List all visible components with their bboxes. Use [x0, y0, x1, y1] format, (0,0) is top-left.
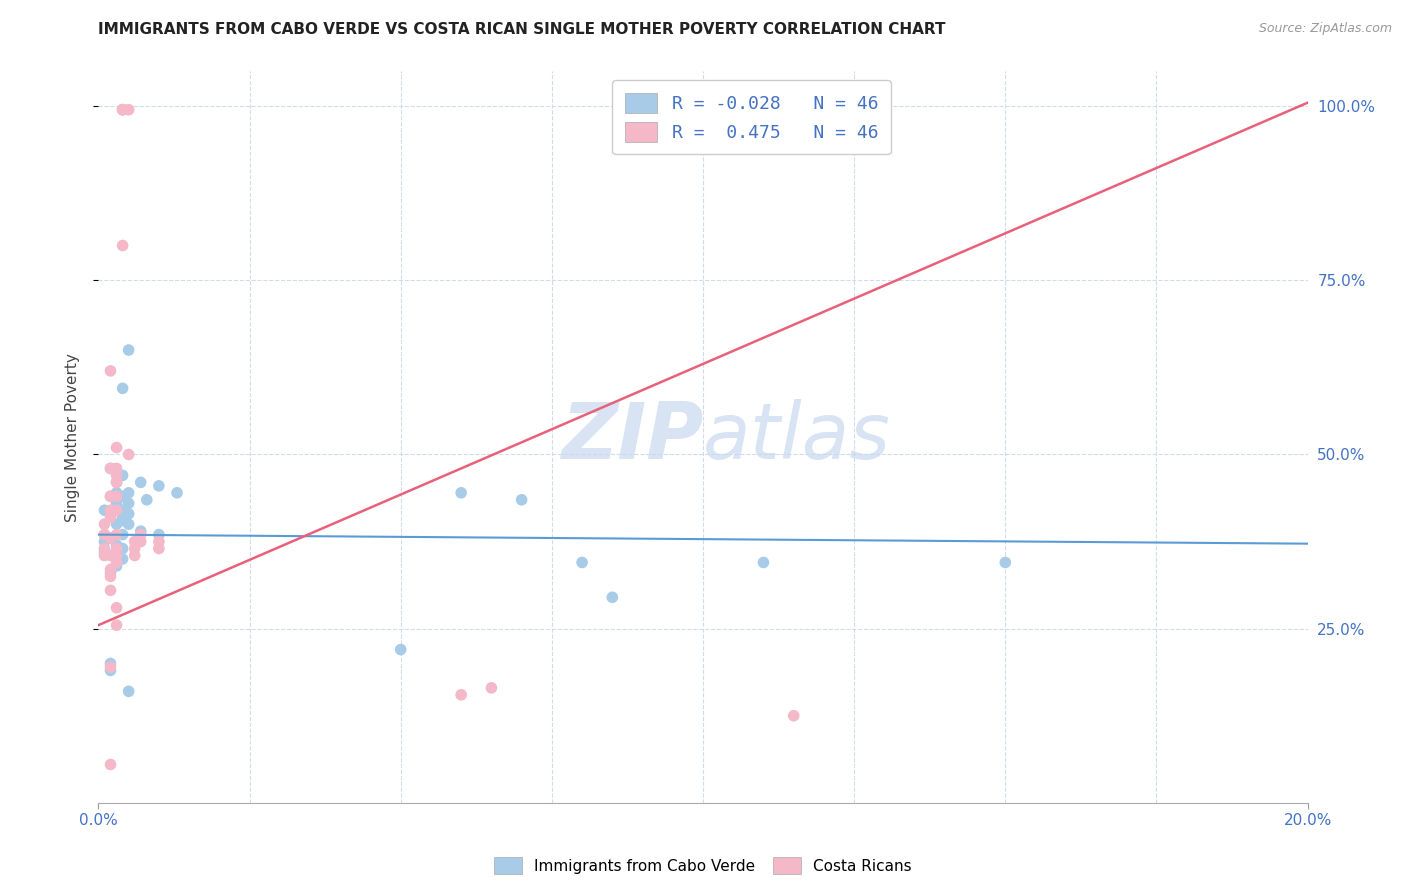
Point — [148, 479, 170, 493]
Point — [105, 600, 128, 615]
Point — [481, 681, 503, 695]
Point — [100, 461, 122, 475]
Point — [148, 541, 170, 556]
Point — [124, 534, 146, 549]
Point — [111, 103, 134, 117]
Point — [100, 660, 122, 674]
Point — [166, 485, 188, 500]
Point — [571, 556, 593, 570]
Point — [118, 103, 141, 117]
Point — [118, 448, 141, 462]
Point — [111, 503, 134, 517]
Point — [105, 618, 128, 632]
Point — [450, 688, 472, 702]
Point — [105, 489, 128, 503]
Point — [129, 475, 152, 490]
Point — [129, 527, 152, 541]
Point — [93, 517, 115, 532]
Point — [100, 503, 122, 517]
Point — [100, 510, 122, 524]
Point — [105, 517, 128, 532]
Point — [111, 552, 134, 566]
Point — [100, 489, 122, 503]
Text: IMMIGRANTS FROM CABO VERDE VS COSTA RICAN SINGLE MOTHER POVERTY CORRELATION CHAR: IMMIGRANTS FROM CABO VERDE VS COSTA RICA… — [98, 22, 946, 37]
Y-axis label: Single Mother Poverty: Single Mother Poverty — [65, 352, 80, 522]
Text: Source: ZipAtlas.com: Source: ZipAtlas.com — [1258, 22, 1392, 36]
Point — [510, 492, 533, 507]
Point — [111, 103, 134, 117]
Point — [100, 569, 122, 583]
Point — [100, 562, 122, 576]
Point — [93, 527, 115, 541]
Point — [93, 549, 115, 563]
Point — [783, 708, 806, 723]
Point — [100, 583, 122, 598]
Point — [124, 541, 146, 556]
Point — [105, 558, 128, 573]
Point — [100, 531, 122, 545]
Text: ZIP: ZIP — [561, 399, 703, 475]
Point — [105, 475, 128, 490]
Point — [105, 496, 128, 510]
Point — [118, 507, 141, 521]
Point — [100, 549, 122, 563]
Point — [124, 549, 146, 563]
Point — [100, 657, 122, 671]
Point — [148, 534, 170, 549]
Point — [450, 485, 472, 500]
Point — [93, 541, 115, 556]
Point — [752, 556, 775, 570]
Text: atlas: atlas — [703, 399, 891, 475]
Point — [389, 642, 412, 657]
Point — [105, 441, 128, 455]
Point — [105, 549, 128, 563]
Point — [692, 103, 714, 117]
Point — [994, 556, 1017, 570]
Point — [111, 510, 134, 524]
Point — [105, 475, 128, 490]
Point — [105, 503, 128, 517]
Point — [105, 485, 128, 500]
Point — [111, 489, 134, 503]
Point — [105, 461, 128, 475]
Point — [111, 238, 134, 252]
Point — [100, 489, 122, 503]
Point — [100, 757, 122, 772]
Legend: Immigrants from Cabo Verde, Costa Ricans: Immigrants from Cabo Verde, Costa Ricans — [488, 851, 918, 880]
Point — [105, 468, 128, 483]
Point — [148, 527, 170, 541]
Point — [105, 538, 128, 552]
Point — [100, 364, 122, 378]
Point — [93, 545, 115, 559]
Point — [100, 531, 122, 545]
Point — [111, 468, 134, 483]
Point — [111, 103, 134, 117]
Point — [118, 485, 141, 500]
Point — [111, 527, 134, 541]
Point — [100, 664, 122, 678]
Legend: R = -0.028   N = 46, R =  0.475   N = 46: R = -0.028 N = 46, R = 0.475 N = 46 — [612, 80, 891, 154]
Point — [93, 527, 115, 541]
Point — [100, 461, 122, 475]
Point — [105, 527, 128, 541]
Point — [135, 492, 157, 507]
Point — [873, 103, 896, 117]
Point — [118, 343, 141, 357]
Point — [118, 684, 141, 698]
Point — [100, 566, 122, 580]
Point — [118, 517, 141, 532]
Point — [105, 503, 128, 517]
Point — [105, 556, 128, 570]
Point — [105, 549, 128, 563]
Point — [129, 524, 152, 538]
Point — [111, 541, 134, 556]
Point — [118, 496, 141, 510]
Point — [105, 541, 128, 556]
Point — [111, 381, 134, 395]
Point — [93, 503, 115, 517]
Point — [129, 534, 152, 549]
Point — [93, 534, 115, 549]
Point — [111, 514, 134, 528]
Point — [602, 591, 624, 605]
